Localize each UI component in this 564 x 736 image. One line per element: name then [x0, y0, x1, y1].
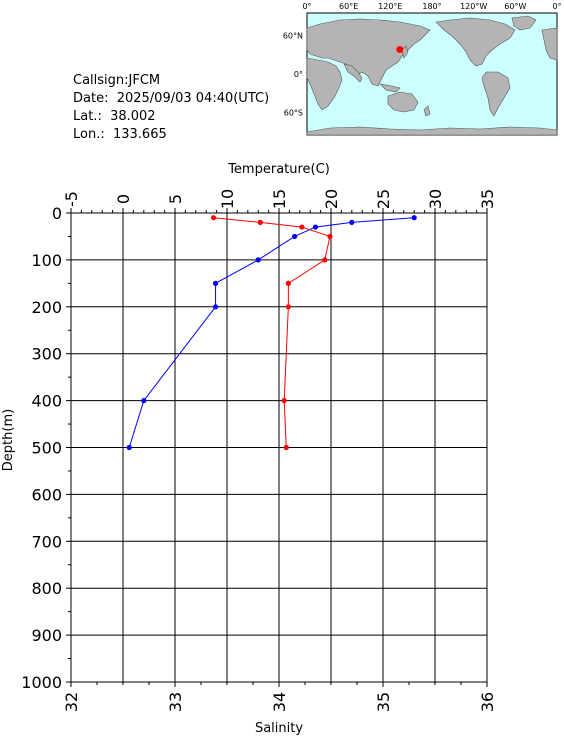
temperature-tick-label: 20 [322, 189, 341, 209]
salinity-data-point [285, 280, 291, 286]
indonesia-landmass [379, 83, 401, 93]
newzealand-landmass [423, 105, 431, 117]
depth-axis-label: Depth(m) [1, 409, 16, 471]
map-longitude-labels: 0° 60°E 120°E 180° 120°W 60°W 0° [302, 2, 561, 11]
temperature-data-point [141, 398, 147, 404]
map-longitude-label: 0° [552, 2, 561, 11]
map-longitude-label: 120°E [378, 2, 402, 11]
temperature-tick-label: 5 [166, 194, 185, 204]
india-landmass [343, 63, 363, 83]
temperature-data-point [312, 224, 318, 230]
salinity-data-point [257, 219, 263, 225]
salinity-data-point [322, 257, 328, 263]
depth-tick-label: 500 [31, 439, 62, 458]
depth-tick-label: 300 [31, 345, 62, 364]
salinity-data-point [285, 304, 291, 310]
temperature-data-point [292, 233, 298, 240]
temperature-data-point [126, 444, 132, 451]
map-longitude-label: 0° [302, 2, 311, 11]
salinity-tick-label: 33 [166, 692, 185, 712]
temperature-tick-label: -5 [62, 191, 81, 207]
temperature-tick-label: 15 [270, 189, 289, 209]
salinity-data-point [210, 215, 217, 221]
salinity-tick-label: 35 [374, 692, 393, 712]
salinity-data-point [281, 398, 287, 404]
salinity-tick-label: 36 [478, 692, 497, 712]
date-text: Date: 2025/09/03 04:40(UTC) [73, 91, 270, 106]
australia-landmass [387, 91, 419, 113]
depth-tick-label: 900 [31, 626, 62, 645]
temperature-tick-label: 35 [478, 189, 497, 209]
world-map: 0° 60°E 120°E 180° 120°W 60°W 0° 60°N 0° 60°S [283, 2, 562, 136]
depth-tick-label: 200 [31, 298, 62, 317]
temperature-profile-line [128, 217, 415, 448]
eurasia-landmass [306, 18, 431, 87]
salinity-profile-line [213, 217, 331, 448]
depth-tick-label: 800 [31, 579, 62, 598]
map-latitude-label: 60°S [284, 109, 303, 118]
depth-tick-label: 400 [31, 392, 62, 411]
temperature-tick-label: 0 [114, 194, 133, 204]
station-marker [396, 46, 404, 54]
temperature-tick-label: 25 [374, 189, 393, 209]
longitude-text: Lon.: 133.665 [73, 127, 167, 142]
callsign-text: Callsign:JFCM [73, 73, 161, 88]
temperature-data-point [212, 280, 219, 286]
north-america-landmass [435, 17, 516, 67]
depth-tick-label: 0 [52, 204, 62, 223]
depth-tick-label: 100 [31, 251, 62, 270]
greenland-landmass [511, 15, 537, 31]
map-longitude-label: 180° [422, 2, 441, 11]
station-info: Callsign:JFCM Date: 2025/09/03 04:40(UTC… [73, 72, 269, 144]
map-land [306, 15, 558, 136]
salinity-tick-labels: 32 33 34 35 36 [62, 692, 497, 712]
map-longitude-label: 120°W [460, 2, 487, 11]
map-latitude-labels: 60°N 0° 60°S [283, 31, 303, 117]
africa-landmass [306, 57, 343, 111]
chart-series [126, 215, 417, 451]
europe-west-landmass [541, 27, 558, 61]
map-latitude-label: 0° [294, 70, 303, 79]
temperature-data-point [349, 219, 355, 225]
salinity-data-point [299, 224, 305, 230]
depth-tick-label: 600 [31, 485, 62, 504]
temperature-data-point [255, 257, 261, 263]
south-america-landmass [481, 71, 511, 117]
salinity-tick-label: 34 [270, 692, 289, 712]
chart-ticks [66, 208, 488, 687]
depth-tick-labels: 0 100 200 300 400 500 600 700 800 900 1000 [21, 204, 62, 692]
map-latitude-label: 60°N [283, 31, 303, 40]
salinity-data-point [327, 233, 333, 240]
temperature-tick-label: 30 [426, 189, 445, 209]
antarctica-landmass [306, 126, 558, 136]
japan-landmass [401, 45, 409, 59]
map-longitude-label: 60°E [339, 2, 358, 11]
depth-tick-label: 700 [31, 532, 62, 551]
salinity-data-point [283, 444, 289, 451]
salinity-axis-label: Salinity [255, 721, 303, 736]
temperature-tick-labels: -5 0 5 10 15 20 25 30 35 [62, 189, 497, 209]
salinity-tick-label: 32 [62, 692, 81, 712]
temperature-data-point [411, 215, 417, 221]
map-longitude-label: 60°W [504, 2, 526, 11]
chart-grid [71, 213, 487, 682]
temperature-axis-label: Temperature(C) [227, 162, 330, 177]
temperature-tick-label: 10 [218, 189, 237, 209]
latitude-text: Lat.: 38.002 [73, 109, 156, 124]
temperature-data-point [212, 304, 219, 310]
depth-tick-label: 1000 [21, 673, 62, 692]
